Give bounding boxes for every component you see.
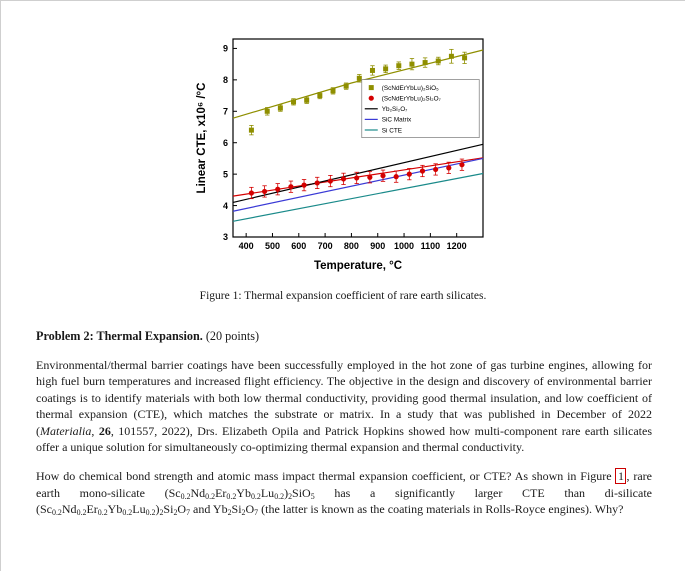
- svg-text:700: 700: [318, 241, 333, 251]
- svg-text:6: 6: [223, 138, 228, 148]
- paragraph-1: Environmental/thermal barrier coatings h…: [36, 358, 653, 455]
- svg-text:4: 4: [223, 201, 228, 211]
- svg-text:1000: 1000: [394, 241, 414, 251]
- problem-points: (20 points): [202, 329, 260, 343]
- svg-text:5: 5: [223, 169, 228, 179]
- figure-caption: Figure 1: Thermal expansion coefficient …: [199, 290, 487, 302]
- paragraph-2: How do chemical bond strength and atomic…: [36, 468, 652, 518]
- svg-text:600: 600: [291, 241, 306, 251]
- problem-title-bold: Problem 2: Thermal Expansion.: [36, 329, 203, 343]
- svg-text:Temperature, °C: Temperature, °C: [314, 260, 402, 272]
- figure-ref-link[interactable]: 1: [615, 468, 627, 485]
- svg-text:500: 500: [265, 241, 280, 251]
- svg-text:3: 3: [223, 232, 228, 242]
- cte-chart: 400 500 600 700 800 900 1000 1100 1200 3 4 5 6 7 8 9 Tem…: [196, 38, 484, 272]
- svg-text:Yb₂Si₂O₇: Yb₂Si₂O₇: [382, 106, 408, 113]
- svg-text:1200: 1200: [447, 241, 467, 251]
- svg-text:8: 8: [223, 75, 228, 85]
- svg-text:1100: 1100: [421, 241, 441, 251]
- svg-text:Linear CTE, x10⁶ /°C: Linear CTE, x10⁶ /°C: [196, 83, 208, 194]
- svg-text:(ScNdErYbLu)₂SiO₅: (ScNdErYbLu)₂SiO₅: [382, 85, 439, 92]
- svg-text:900: 900: [370, 241, 385, 251]
- problem-title: Problem 2: Thermal Expansion. (20 points…: [36, 329, 652, 344]
- problem-section: Problem 2: Thermal Expansion. (20 points…: [1, 329, 685, 518]
- svg-text:9: 9: [223, 44, 228, 54]
- svg-text:400: 400: [239, 241, 254, 251]
- svg-text:SiC Matrix: SiC Matrix: [382, 117, 412, 124]
- svg-text:Si CTE: Si CTE: [382, 127, 402, 134]
- svg-text:7: 7: [223, 106, 228, 116]
- svg-text:800: 800: [344, 241, 359, 251]
- figure-1: 400 500 600 700 800 900 1000 1100 1200 3 4 5 6 7 8 9 Tem…: [1, 1, 685, 302]
- svg-text:(ScNdErYbLu)₂Si₂O₇: (ScNdErYbLu)₂Si₂O₇: [382, 95, 441, 102]
